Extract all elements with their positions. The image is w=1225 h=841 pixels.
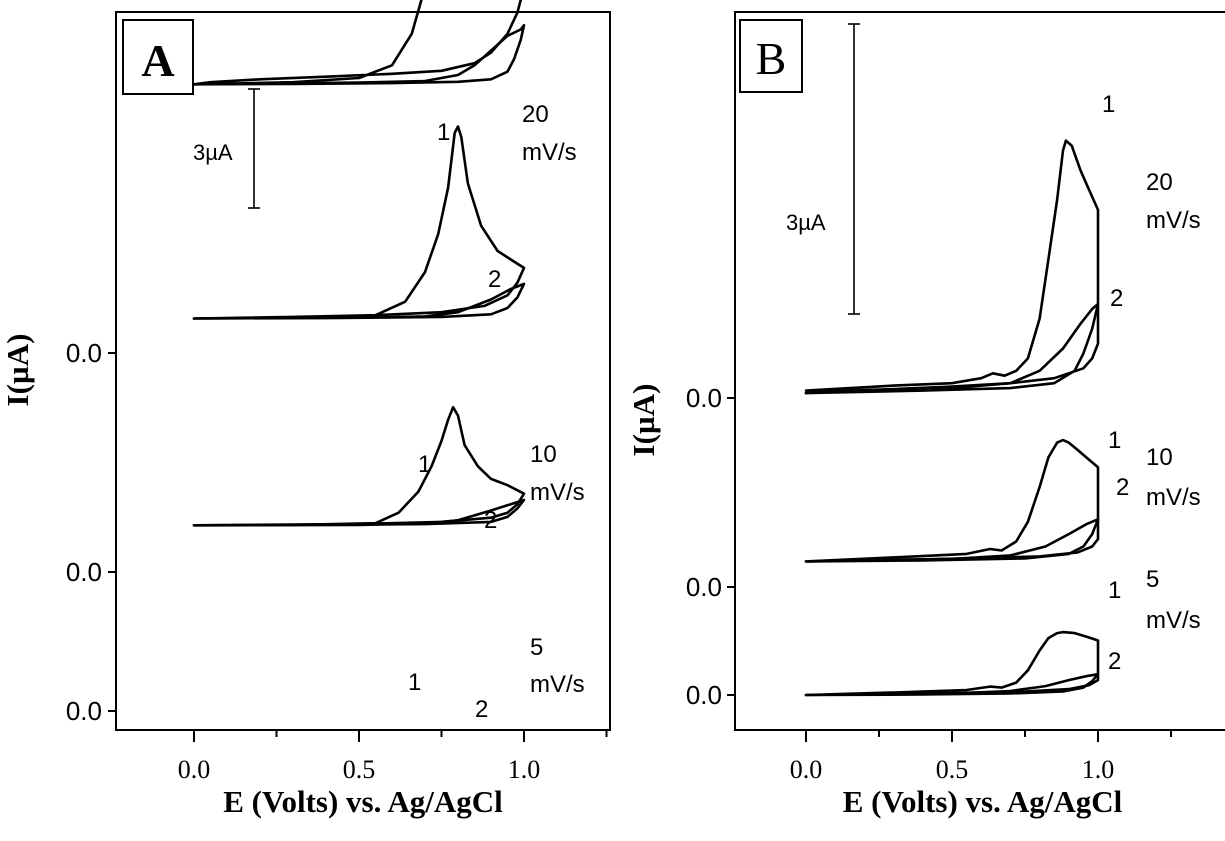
y-tick-label: 0.0 bbox=[686, 383, 722, 413]
cv-curve-10-scan-2 bbox=[192, 282, 526, 320]
y-tick-label: 0.0 bbox=[686, 572, 722, 602]
scan-label: 2 bbox=[1116, 474, 1129, 501]
cv-curve-20-scan-2 bbox=[804, 302, 1100, 395]
x-tick-label: 0.0 bbox=[178, 755, 211, 784]
scan-label: 2 bbox=[484, 507, 497, 534]
cv-curve-5-scan-1 bbox=[804, 630, 1100, 697]
cv-curve-20-scan-1 bbox=[192, 0, 523, 86]
scan-label: 1 bbox=[437, 119, 450, 146]
scan-rate-unit: mV/s bbox=[530, 671, 585, 698]
scale-bar-label: 3µA bbox=[786, 210, 826, 235]
scan-label: 1 bbox=[1102, 91, 1115, 118]
x-tick-label: 1.0 bbox=[508, 755, 541, 784]
scan-rate-label: 10 bbox=[530, 441, 557, 468]
panel-a: 0.0 0.5 1.0 0.0 0.0 0.0 E (Volts) vs. Ag/AgCl I… bbox=[0, 0, 611, 819]
cv-curve-5-scan-2 bbox=[804, 672, 1100, 697]
scan-label: 1 bbox=[1108, 427, 1121, 454]
x-tick-label: 0.0 bbox=[790, 755, 823, 784]
scan-rate-unit: mV/s bbox=[1146, 207, 1201, 234]
panel-letter-box bbox=[739, 19, 803, 93]
y-axis-title: I(µA) bbox=[0, 334, 35, 407]
panel-b: 0.0 0.5 1.0 0.0 0.0 0.0 E (Volts) vs. Ag/AgCl I… bbox=[626, 11, 1225, 819]
scan-rate-label: 5 bbox=[530, 634, 543, 661]
scan-label: 2 bbox=[1108, 648, 1121, 675]
panel-letter: B bbox=[756, 33, 787, 84]
y-axis-title: I(µA) bbox=[626, 384, 661, 457]
y-tick-label: 0.0 bbox=[66, 338, 102, 368]
x-tick-label: 0.5 bbox=[936, 755, 969, 784]
cv-curve-10-scan-1 bbox=[192, 125, 526, 320]
cv-curve-5-scan-2 bbox=[192, 498, 526, 527]
scan-rate-label: 10 bbox=[1146, 444, 1173, 471]
scan-rate-unit: mV/s bbox=[1146, 607, 1201, 634]
x-tick-label: 0.5 bbox=[343, 755, 376, 784]
x-axis-title: E (Volts) vs. Ag/AgCl bbox=[223, 784, 503, 819]
panel-letter-box bbox=[122, 19, 194, 95]
y-tick-label: 0.0 bbox=[686, 680, 722, 710]
scan-rate-label: 20 bbox=[1146, 169, 1173, 196]
plot-frame bbox=[734, 11, 1225, 731]
scale-bar-label: 3µA bbox=[193, 140, 233, 165]
x-tick-label: 1.0 bbox=[1082, 755, 1115, 784]
y-tick-label: 0.0 bbox=[66, 696, 102, 726]
scan-label: 2 bbox=[488, 266, 501, 293]
plot-frame bbox=[115, 11, 611, 731]
scan-rate-label: 5 bbox=[1146, 566, 1159, 593]
scan-label: 2 bbox=[475, 696, 488, 723]
cv-curve-20-scan-2 bbox=[192, 24, 526, 86]
x-axis-title: E (Volts) vs. Ag/AgCl bbox=[843, 784, 1123, 819]
scan-rate-unit: mV/s bbox=[530, 479, 585, 506]
cv-curve-20-scan-1 bbox=[804, 139, 1100, 395]
scan-label: 2 bbox=[1110, 285, 1123, 312]
cv-curve-5-scan-1 bbox=[192, 405, 526, 527]
scan-rate-label: 20 bbox=[522, 101, 549, 128]
scan-label: 1 bbox=[418, 451, 431, 478]
y-tick-label: 0.0 bbox=[66, 557, 102, 587]
scan-label: 1 bbox=[1108, 577, 1121, 604]
panel-letter: A bbox=[141, 35, 174, 86]
cv-curve-10-scan-2 bbox=[804, 518, 1100, 563]
scan-label: 1 bbox=[408, 669, 421, 696]
scan-rate-unit: mV/s bbox=[522, 139, 577, 166]
scan-rate-unit: mV/s bbox=[1146, 484, 1201, 511]
